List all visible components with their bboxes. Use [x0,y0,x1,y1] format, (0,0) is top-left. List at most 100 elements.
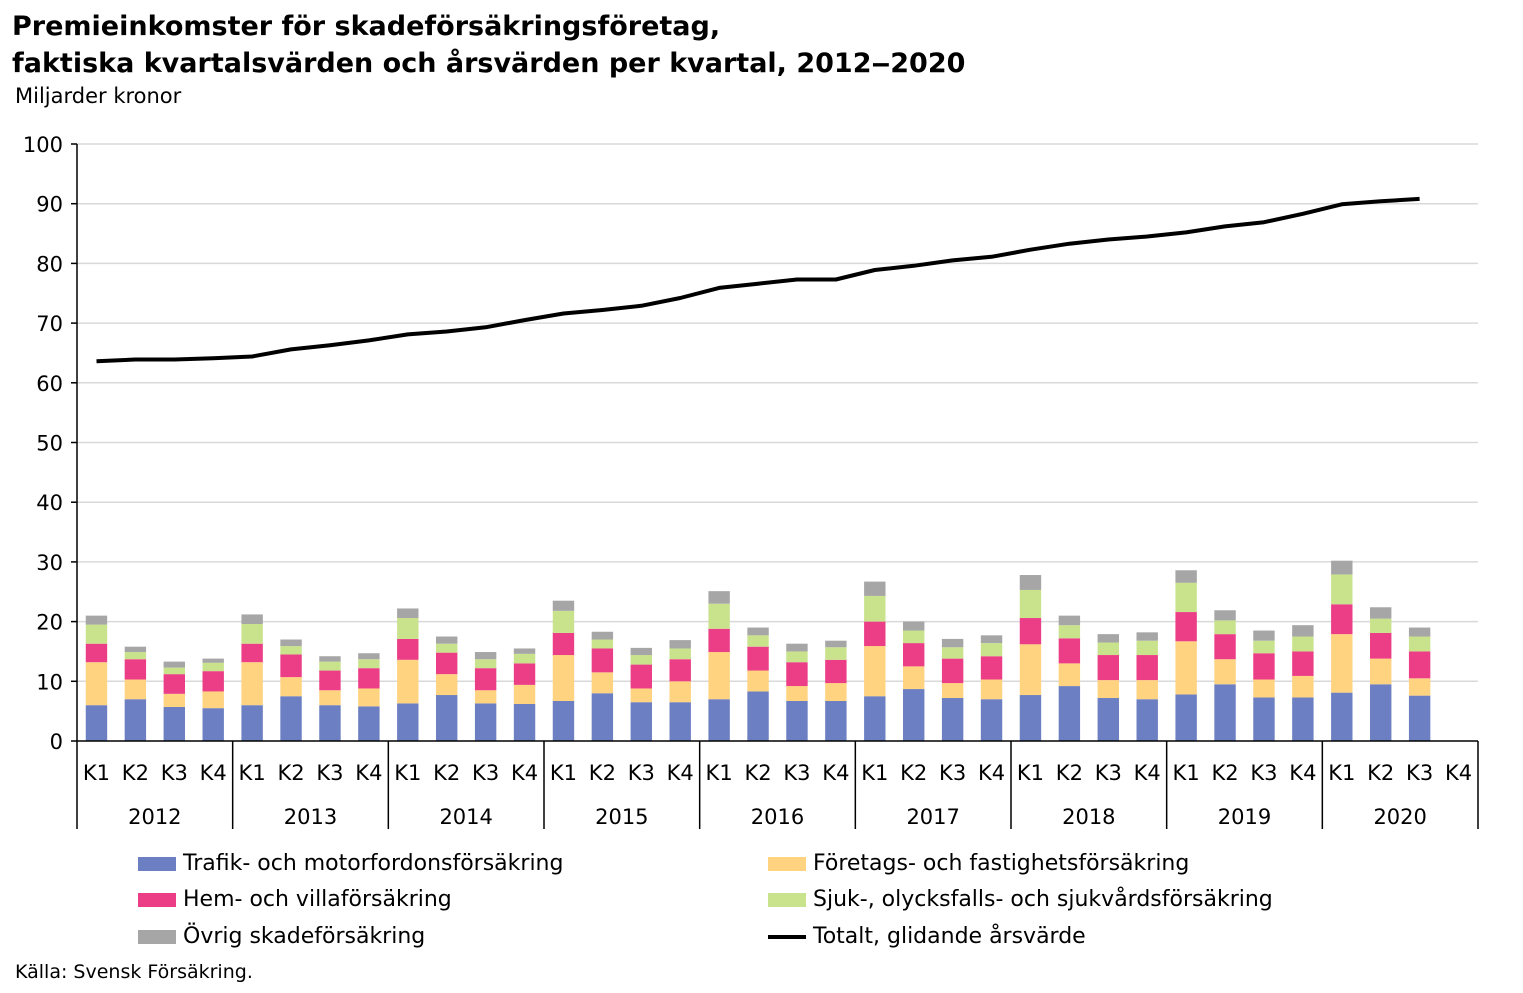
bar-segment-hem [1370,632,1392,659]
chart-title: Premieinkomster för skadeförsäkringsföre… [12,11,966,79]
bar-segment-trafik [708,699,730,741]
bar-segment-foretag [1175,641,1197,695]
x-tick-label-year: 2016 [751,805,804,829]
bar-segment-hem [474,668,497,691]
bar-segment-sjuk [552,610,575,633]
x-tick-label-quarter: K4 [1134,761,1161,785]
bar-segment-foretag [124,679,147,700]
bar-segment-ovrig [1292,625,1314,637]
x-tick-label-year: 2020 [1373,805,1426,829]
legend-label-sjuk: Sjuk-, olycksfalls- och sjukvårdsförsäkr… [813,887,1273,912]
bar-segment-sjuk [747,635,769,647]
bar-segment-ovrig [163,661,185,668]
bar-segment-trafik [1058,686,1081,741]
bar-segment-foretag [669,681,691,703]
x-tick-label-quarter: K1 [1173,761,1200,785]
bar-segment-foretag [980,679,1003,700]
bar-segment-hem [1175,612,1197,642]
bar-segment-ovrig [1331,560,1353,575]
bar-segment-ovrig [708,591,730,604]
legend-label-ovrig: Övrig skadeförsäkring [183,924,426,949]
legend-swatch-hem [138,893,176,907]
bar-segment-foretag [85,662,108,706]
y-tick-label: 100 [23,133,63,157]
bar-segment-sjuk [1331,574,1353,605]
bar-segment-trafik [669,702,691,741]
y-tick-label: 80 [36,252,63,276]
legend-label-total: Totalt, glidande årsvärde [813,924,1086,949]
bar-segment-sjuk [903,630,925,644]
bar-segment-foretag [163,693,185,707]
x-tick-label-quarter: K2 [589,761,616,785]
bar-segment-sjuk [1253,640,1275,654]
bar-segment-hem [1136,655,1158,681]
bar-segment-foretag [552,655,575,702]
legend-swatch-sjuk [768,893,806,907]
x-tick-label-quarter: K3 [161,761,188,785]
bar-segment-hem [591,648,614,673]
bar-segment-ovrig [669,640,691,649]
y-tick-label: 50 [36,432,63,456]
bar-segment-ovrig [980,635,1003,644]
bar-segment-ovrig [474,652,497,660]
x-tick-label-quarter: K4 [822,761,849,785]
bar-segment-hem [1408,651,1431,679]
bar-segment-foretag [1253,679,1275,698]
bar-segment-sjuk [1058,625,1081,639]
bar-segment-foretag [630,688,652,703]
bar-segment-hem [786,662,808,687]
bar-segment-ovrig [1097,634,1119,643]
bar-segment-trafik [1370,684,1392,741]
x-tick-label-quarter: K2 [1367,761,1394,785]
bar-segment-hem [124,659,147,680]
x-tick-label-year: 2017 [906,805,959,829]
x-tick-label-year: 2012 [128,805,181,829]
bar-segment-hem [85,643,108,663]
bar-segment-foretag [1331,634,1353,693]
bar-segment-hem [903,643,925,667]
bar-segment-trafik [163,706,185,741]
bar-segment-trafik [1097,698,1119,741]
bar-segment-sjuk [474,659,497,669]
y-tick-label: 70 [36,312,63,336]
bar-segment-trafik [786,701,808,741]
legend-label-trafik: Trafik- och motorfordonsförsäkring [183,851,564,876]
bar-segment-sjuk [1175,582,1197,613]
x-tick-label-quarter: K2 [433,761,460,785]
bar-segment-ovrig [1214,610,1236,621]
bar-segment-foretag [513,684,536,704]
bar-segment-foretag [1214,659,1236,685]
bar-segment-ovrig [241,614,263,624]
bar-segment-trafik [1214,684,1236,741]
bar-segment-sjuk [1019,589,1042,619]
bar-segment-sjuk [669,648,691,660]
line-series-total [96,196,1420,364]
bar-segment-sjuk [1292,636,1314,652]
bar-segment-ovrig [124,646,147,653]
bar-segment-ovrig [319,656,341,662]
legend-swatch-ovrig [138,930,176,944]
bar-segment-trafik [941,698,964,741]
x-tick-label-quarter: K3 [783,761,810,785]
bar-segment-hem [1331,604,1353,635]
bar-segment-trafik [397,703,419,741]
bar-segment-trafik [474,703,497,741]
bar-segment-trafik [241,705,263,741]
bar-segment-foretag [747,670,769,692]
x-tick-label-year: 2014 [439,805,492,829]
x-tick-label-quarter: K1 [550,761,577,785]
y-axis-unit-label: Miljarder kronor [15,84,182,108]
bar-segment-hem [397,638,419,660]
x-tick-label-quarter: K4 [978,761,1005,785]
bar-segment-ovrig [1058,615,1081,626]
x-tick-label-year: 2013 [284,805,337,829]
x-tick-label-quarter: K1 [1017,761,1044,785]
bar-segment-hem [708,628,730,653]
bar-segment-trafik [1292,697,1314,741]
bar-segment-ovrig [397,608,419,619]
bar-segment-hem [941,658,964,684]
bar-segment-foretag [241,662,263,706]
bar-segment-trafik [358,706,380,741]
x-tick-label-quarter: K3 [472,761,499,785]
bar-segment-foretag [1058,663,1081,687]
